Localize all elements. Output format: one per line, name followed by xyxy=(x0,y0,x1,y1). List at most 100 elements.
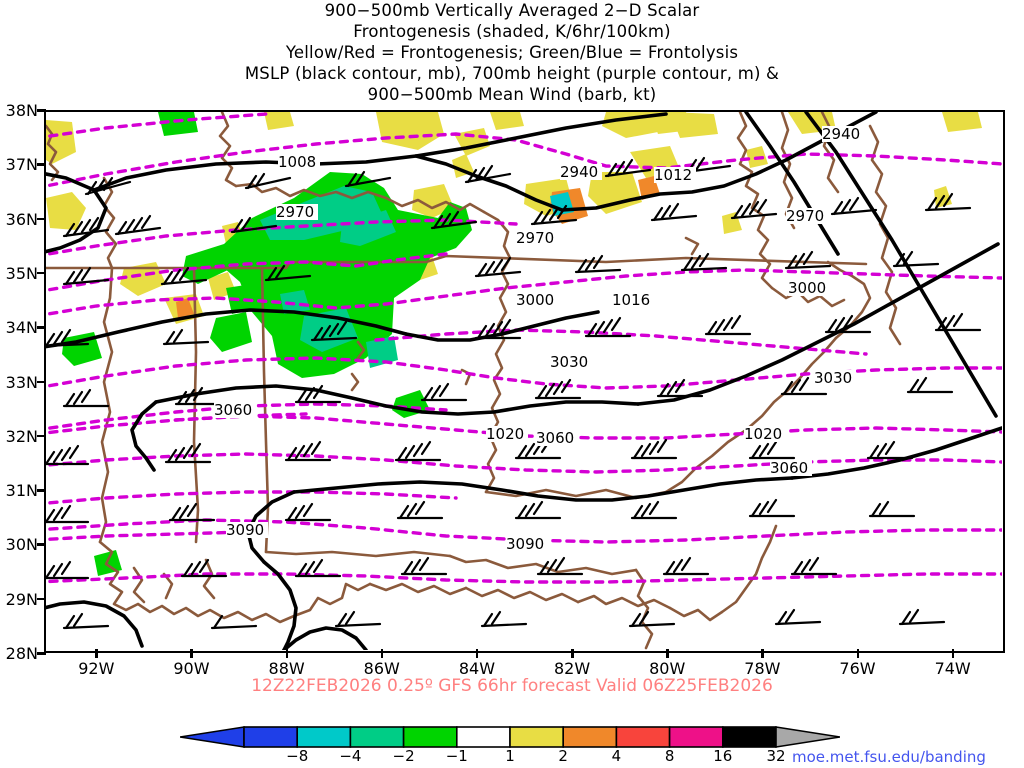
weather-map[interactable]: 1008 1012 1016 1020 1020 2970 2940 2940 … xyxy=(44,110,1005,653)
state-boundaries xyxy=(46,112,902,650)
svg-text:3090: 3090 xyxy=(226,521,264,539)
height-label: 2970 xyxy=(786,207,828,225)
y-axis-tick-35N: 35N xyxy=(5,263,38,283)
colorbar-label-0: −8 xyxy=(286,747,309,765)
y-axis-tickmark xyxy=(37,217,46,221)
mslp-label: 1016 xyxy=(612,291,654,309)
svg-text:3000: 3000 xyxy=(516,291,554,309)
colorbar-segment[interactable] xyxy=(349,726,405,748)
height-label: 3060 xyxy=(536,429,578,447)
colorbar-label-5: 2 xyxy=(558,747,568,765)
colorbar-segment[interactable] xyxy=(296,726,352,748)
x-axis-tick-78W: 78W xyxy=(744,659,781,678)
y-axis-tickmark xyxy=(37,109,46,112)
colorbar-high-arrow xyxy=(775,726,840,748)
x-axis-tick-82W: 82W xyxy=(553,659,591,678)
height-label: 2970 xyxy=(276,203,318,221)
colorbar-segment[interactable] xyxy=(668,726,724,748)
title-line-3: Yellow/Red = Frontogenesis; Green/Blue =… xyxy=(285,43,739,62)
title-line-1: 900−500mb Vertically Averaged 2−D Scalar xyxy=(324,1,700,20)
x-axis-tickmark xyxy=(666,649,669,658)
colorbar-segment[interactable] xyxy=(243,726,299,748)
y-axis-tickmark xyxy=(37,163,46,166)
colorbar-segment[interactable] xyxy=(402,726,458,748)
height-label: 2940 xyxy=(560,163,602,181)
x-axis-tickmark xyxy=(285,649,289,658)
y-axis-tickmark xyxy=(37,489,46,492)
colorbar-segment[interactable] xyxy=(562,726,618,748)
title-line-4: MSLP (black contour, mb), 700mb height (… xyxy=(244,64,780,83)
x-axis-tick-92W: 92W xyxy=(78,659,115,678)
x-axis-tick-74W: 74W xyxy=(934,659,971,678)
svg-text:3030: 3030 xyxy=(814,369,852,387)
y-axis-tick-36N: 36N xyxy=(5,209,38,229)
svg-text:3030: 3030 xyxy=(550,353,588,371)
height-label: 3090 xyxy=(506,535,548,553)
y-axis-tickmark xyxy=(37,597,46,601)
y-axis-tickmark xyxy=(37,434,46,438)
height-label: 3000 xyxy=(788,279,830,297)
svg-text:3000: 3000 xyxy=(788,279,826,297)
x-axis-tickmark xyxy=(380,649,384,658)
colorbar-label-3: −1 xyxy=(445,747,468,765)
colorbar-label-6: 4 xyxy=(611,747,622,765)
x-axis-tickmark xyxy=(95,649,98,658)
colorbar[interactable]: −8 −4 −2 −1 1 2 4 8 16 32 xyxy=(180,726,840,766)
height-label: 3060 xyxy=(214,401,256,419)
wind-barbs xyxy=(46,156,982,630)
mslp-label: 1012 xyxy=(654,166,696,184)
colorbar-label-4: 1 xyxy=(505,747,515,765)
x-axis-tickmark xyxy=(761,649,764,658)
y-axis-tick-32N: 32N xyxy=(5,426,38,446)
svg-text:1016: 1016 xyxy=(612,291,650,309)
y-axis-tick-31N: 31N xyxy=(5,481,38,501)
mslp-label: 1020 xyxy=(486,425,528,443)
colorbar-segment[interactable] xyxy=(721,726,777,748)
x-axis-tick-90W: 90W xyxy=(173,659,210,678)
colorbar-label-1: −4 xyxy=(339,747,362,765)
y-axis-tickmark xyxy=(37,380,46,383)
height-label: 3000 xyxy=(516,291,558,309)
height-label: 2940 xyxy=(822,125,864,143)
x-axis-tick-80W: 80W xyxy=(649,659,686,678)
height-label: 3030 xyxy=(550,353,592,371)
x-axis-tickmark xyxy=(856,649,860,658)
y-axis-tick-33N: 33N xyxy=(5,372,38,392)
height-label: 3030 xyxy=(814,369,856,387)
svg-text:1020: 1020 xyxy=(486,425,524,443)
y-axis-tickmark xyxy=(37,326,46,329)
colorbar-swatches xyxy=(180,726,840,748)
x-axis-tick-88W: 88W xyxy=(268,659,305,678)
contour-labels: 1008 1012 1016 1020 1020 2970 2940 2940 … xyxy=(214,125,864,553)
svg-text:3060: 3060 xyxy=(770,459,808,477)
svg-text:3090: 3090 xyxy=(506,535,544,553)
colorbar-segment[interactable] xyxy=(509,726,565,748)
svg-text:1008: 1008 xyxy=(278,153,316,171)
x-axis-tickmark xyxy=(190,649,193,658)
y-axis-tick-30N: 30N xyxy=(5,535,38,555)
title-line-5: 900−500mb Mean Wind (barb, kt) xyxy=(367,85,657,104)
colorbar-segment[interactable] xyxy=(615,726,671,748)
attribution-link[interactable]: moe.met.fsu.edu/banding xyxy=(792,748,986,766)
colorbar-segment[interactable] xyxy=(455,726,511,748)
colorbar-low-arrow xyxy=(180,726,245,748)
height-label: 3060 xyxy=(770,459,812,477)
y-axis-tickmark xyxy=(37,271,46,275)
colorbar-label-2: −2 xyxy=(392,747,415,765)
y-axis-tickmark xyxy=(37,652,46,655)
y-axis-tick-29N: 29N xyxy=(5,589,38,609)
svg-text:3060: 3060 xyxy=(214,401,252,419)
y-axis-tick-34N: 34N xyxy=(5,318,38,338)
colorbar-label-9: 32 xyxy=(766,747,786,765)
x-axis-tickmark xyxy=(951,649,955,658)
colorbar-label-7: 8 xyxy=(664,747,675,765)
svg-text:1020: 1020 xyxy=(744,425,782,443)
x-axis-tickmark xyxy=(475,649,479,658)
y-axis-tick-28N: 28N xyxy=(5,644,38,663)
y-axis-tick-38N: 38N xyxy=(5,101,38,120)
y-axis-tick-37N: 37N xyxy=(5,155,38,175)
x-axis-tick-84W: 84W xyxy=(458,659,496,678)
svg-text:1012: 1012 xyxy=(654,166,692,184)
map-canvas: 1008 1012 1016 1020 1020 2970 2940 2940 … xyxy=(46,112,1002,650)
frontogenesis-shading xyxy=(46,112,982,576)
